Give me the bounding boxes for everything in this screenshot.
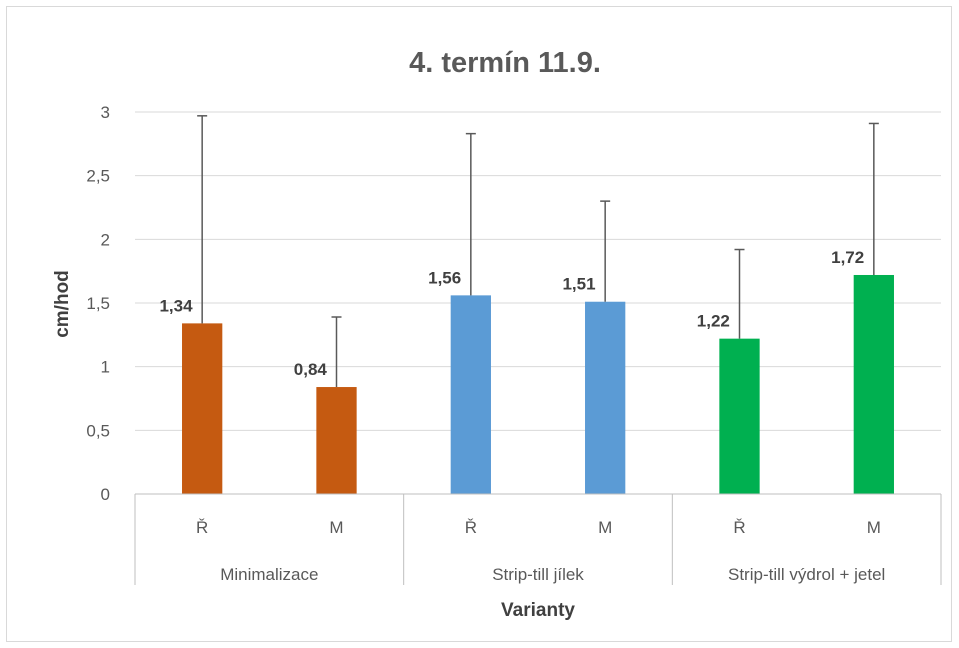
y-axis-title: cm/hod bbox=[52, 270, 73, 338]
x-tick-label: M bbox=[329, 518, 343, 537]
data-label: 1,72 bbox=[831, 248, 864, 267]
y-tick-label: 2,5 bbox=[86, 167, 110, 186]
y-axis-ticks: 0 0,5 1 1,5 2 2,5 3 bbox=[86, 103, 110, 504]
x-axis-title: Varianty bbox=[501, 600, 575, 621]
y-tick-label: 1 bbox=[101, 358, 110, 377]
bar bbox=[450, 295, 491, 494]
gridlines bbox=[135, 111, 941, 431]
data-label: 1,56 bbox=[428, 268, 461, 287]
x-axis: Ř M Ř M Ř M Minimalizace Strip-till jílek Strip-… bbox=[134, 493, 942, 585]
bar bbox=[316, 387, 357, 494]
x-tick-label: M bbox=[598, 518, 612, 537]
x-tick-label: Ř bbox=[465, 518, 477, 537]
x-tick-label: Ř bbox=[733, 518, 745, 537]
y-tick-label: 3 bbox=[101, 103, 110, 122]
group-label: Minimalizace bbox=[220, 565, 318, 584]
data-label: 0,84 bbox=[294, 360, 328, 379]
bar bbox=[853, 274, 894, 494]
bar bbox=[182, 323, 223, 494]
y-tick-label: 0,5 bbox=[86, 421, 110, 440]
y-tick-label: 1,5 bbox=[86, 294, 110, 313]
data-label: 1,51 bbox=[562, 275, 595, 294]
y-tick-label: 0 bbox=[101, 485, 110, 504]
data-label: 1,34 bbox=[159, 296, 193, 315]
y-tick-label: 2 bbox=[101, 230, 110, 249]
data-label: 1,22 bbox=[697, 312, 730, 331]
chart-title: 4. termín 11.9. bbox=[409, 47, 601, 79]
group-label: Strip-till výdrol + jetel bbox=[728, 565, 885, 584]
x-tick-label: M bbox=[867, 518, 881, 537]
x-tick-label: Ř bbox=[196, 518, 208, 537]
bar bbox=[719, 338, 760, 494]
group-label: Strip-till jílek bbox=[492, 565, 584, 584]
bars: 1,34 0,84 1,56 1,51 1,22 1,72 bbox=[159, 115, 894, 494]
bar bbox=[585, 301, 626, 494]
